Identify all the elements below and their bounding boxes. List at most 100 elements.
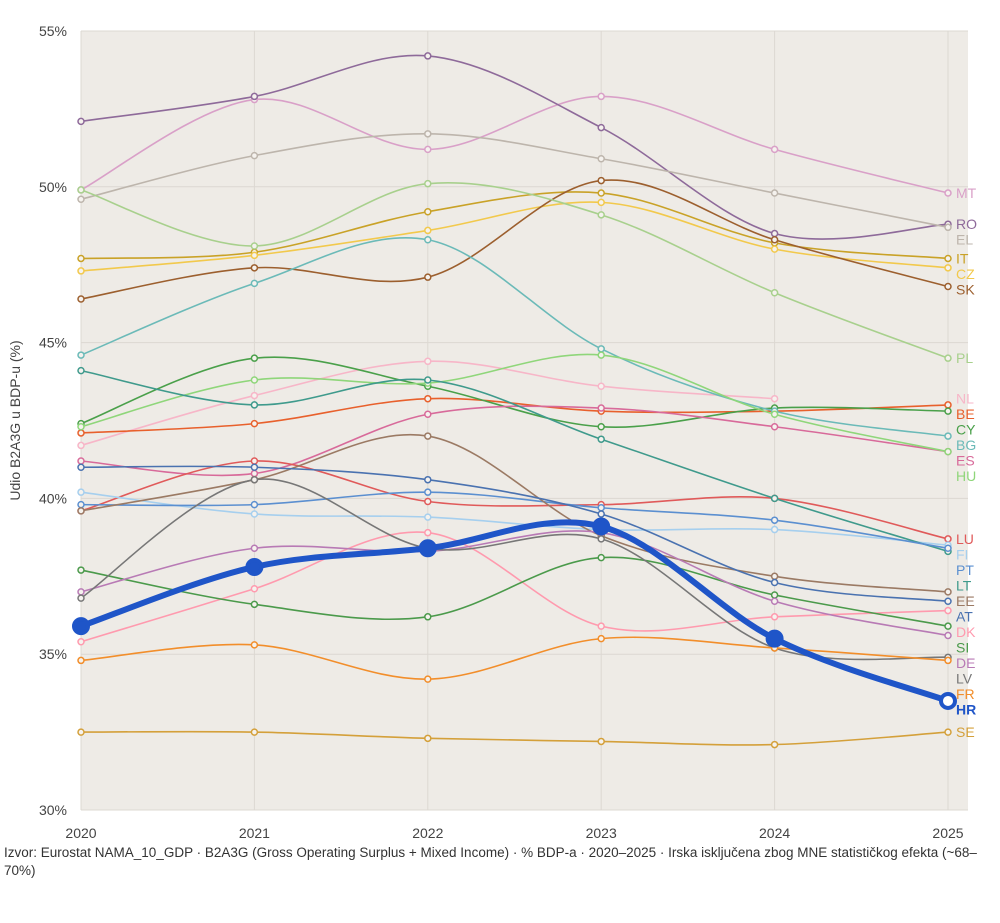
series-line[interactable]: [80, 730, 949, 746]
data-point[interactable]: [424, 130, 432, 138]
data-point[interactable]: [77, 429, 85, 437]
data-point[interactable]: [597, 404, 605, 412]
data-point[interactable]: [770, 410, 779, 419]
series-line[interactable]: [80, 519, 950, 704]
data-point[interactable]: [770, 229, 779, 238]
data-point[interactable]: [77, 463, 85, 471]
series-line[interactable]: [80, 95, 949, 194]
data-point[interactable]: [250, 391, 259, 400]
series-line[interactable]: [80, 434, 949, 593]
data-point[interactable]: [770, 740, 779, 749]
series-line[interactable]: [80, 54, 949, 240]
data-point[interactable]: [944, 282, 952, 291]
series-line[interactable]: [80, 531, 949, 643]
data-point[interactable]: [944, 588, 952, 596]
data-point[interactable]: [424, 179, 432, 188]
data-point[interactable]: [77, 728, 85, 736]
data-point[interactable]: [77, 117, 85, 126]
data-point[interactable]: [77, 588, 85, 596]
data-point[interactable]: [944, 535, 952, 543]
data-point[interactable]: [944, 354, 952, 362]
data-point[interactable]: [770, 288, 779, 297]
data-point[interactable]: [424, 376, 432, 384]
data-point[interactable]: [250, 510, 259, 518]
data-point[interactable]: [77, 195, 85, 204]
data-point[interactable]: [770, 597, 779, 605]
data-point[interactable]: [424, 226, 432, 235]
data-point[interactable]: [250, 251, 259, 260]
data-point[interactable]: [250, 641, 259, 649]
data-point[interactable]: [77, 656, 85, 665]
data-point[interactable]: [77, 267, 85, 275]
data-point[interactable]: [597, 553, 605, 562]
series-line[interactable]: [80, 530, 949, 637]
data-point[interactable]: [72, 617, 90, 636]
series-pl[interactable]: [77, 179, 952, 362]
series-line[interactable]: [80, 353, 949, 453]
series-line[interactable]: [80, 556, 949, 627]
data-point[interactable]: [944, 223, 952, 232]
data-point[interactable]: [424, 207, 432, 216]
data-point[interactable]: [245, 557, 264, 576]
data-point[interactable]: [597, 737, 605, 746]
data-point[interactable]: [597, 345, 605, 353]
data-point[interactable]: [597, 422, 605, 431]
data-point[interactable]: [944, 432, 952, 440]
series-pt[interactable]: [77, 488, 952, 553]
data-point[interactable]: [424, 497, 432, 506]
data-point[interactable]: [424, 410, 432, 419]
data-point[interactable]: [77, 422, 85, 431]
data-point[interactable]: [944, 631, 952, 640]
data-point[interactable]: [770, 572, 779, 581]
data-point[interactable]: [250, 264, 259, 272]
data-point[interactable]: [597, 634, 605, 643]
data-point[interactable]: [250, 419, 259, 428]
data-point[interactable]: [424, 52, 432, 60]
data-point[interactable]: [944, 606, 952, 615]
data-point[interactable]: [250, 500, 259, 509]
series-line[interactable]: [80, 356, 949, 428]
series-hu[interactable]: [77, 351, 952, 456]
data-point[interactable]: [944, 447, 952, 456]
series-nl[interactable]: [77, 357, 779, 450]
data-point[interactable]: [250, 463, 259, 471]
series-line[interactable]: [80, 133, 949, 229]
data-point[interactable]: [424, 236, 432, 244]
data-point[interactable]: [597, 382, 605, 390]
series-line[interactable]: [80, 182, 949, 359]
data-point[interactable]: [424, 273, 432, 281]
series-cz[interactable]: [77, 198, 952, 275]
data-point[interactable]: [597, 211, 605, 219]
data-point[interactable]: [250, 401, 259, 409]
data-point[interactable]: [424, 432, 432, 440]
series-line[interactable]: [80, 478, 949, 661]
data-point[interactable]: [418, 539, 437, 558]
data-point[interactable]: [250, 728, 259, 736]
series-at[interactable]: [77, 463, 952, 605]
data-point[interactable]: [77, 500, 85, 509]
data-point[interactable]: [77, 351, 85, 359]
data-point[interactable]: [765, 629, 784, 648]
data-point[interactable]: [944, 189, 952, 197]
series-dk[interactable]: [77, 528, 952, 646]
data-point[interactable]: [597, 435, 605, 443]
data-point[interactable]: [944, 728, 952, 736]
data-point[interactable]: [597, 510, 605, 518]
data-point[interactable]: [597, 535, 605, 543]
data-point[interactable]: [77, 186, 85, 194]
data-point[interactable]: [250, 151, 259, 160]
data-point[interactable]: [424, 613, 432, 621]
series-line[interactable]: [80, 460, 949, 540]
data-point[interactable]: [597, 155, 605, 163]
data-point[interactable]: [424, 488, 432, 496]
series-line[interactable]: [80, 491, 949, 546]
data-point[interactable]: [424, 528, 432, 537]
data-point[interactable]: [592, 517, 611, 536]
data-point[interactable]: [424, 145, 432, 154]
data-point[interactable]: [424, 475, 432, 484]
data-point[interactable]: [944, 656, 952, 665]
data-point[interactable]: [597, 176, 605, 185]
data-point[interactable]: [944, 622, 952, 630]
data-point[interactable]: [770, 422, 779, 431]
data-point[interactable]: [77, 637, 85, 646]
